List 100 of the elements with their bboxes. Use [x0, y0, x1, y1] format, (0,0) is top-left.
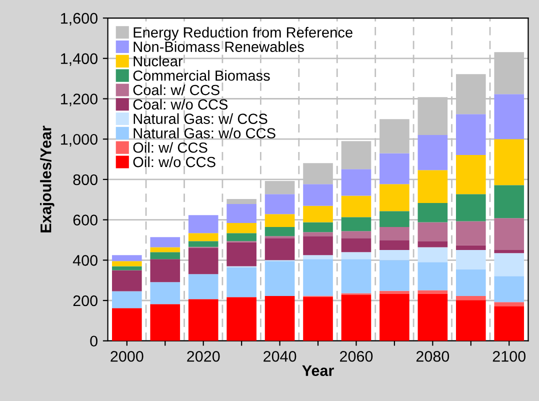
bar — [494, 139, 524, 186]
bar — [418, 135, 448, 170]
legend-label: Non-Biomass Renewables — [134, 41, 304, 52]
legend-label: Natural Gas: w/o CCS — [134, 128, 276, 138]
bar — [380, 227, 410, 240]
y-tick-label: 800 — [73, 174, 98, 186]
bar — [303, 222, 333, 232]
bar — [341, 217, 372, 232]
y-tick-label: 400 — [72, 255, 98, 266]
bar — [380, 250, 410, 260]
bar — [264, 238, 295, 260]
bar — [380, 184, 410, 212]
bar — [418, 170, 448, 204]
bar — [226, 267, 256, 298]
bar — [380, 260, 410, 291]
bar — [456, 155, 486, 194]
legend-label: Energy Reduction from Reference — [134, 26, 352, 40]
y-tick-label: 1,400 — [61, 53, 98, 66]
bar — [303, 255, 333, 260]
bar — [418, 262, 448, 290]
x-tick-label: 2060 — [340, 350, 373, 362]
legend-label: Nuclear — [134, 56, 183, 66]
bar — [341, 231, 372, 238]
legend-label: Coal: w/ CCS — [133, 84, 220, 96]
bar — [150, 247, 180, 252]
bar — [150, 237, 180, 248]
bar — [264, 227, 295, 236]
bar — [456, 221, 486, 246]
bar — [456, 194, 486, 222]
bar — [112, 266, 142, 270]
bar — [418, 222, 448, 242]
bar — [341, 238, 372, 252]
bar — [112, 291, 142, 308]
bar — [418, 203, 448, 222]
bar — [456, 269, 486, 296]
bar — [188, 233, 218, 242]
bar — [188, 248, 218, 274]
bar — [380, 153, 410, 184]
bar — [150, 252, 180, 260]
bar — [341, 169, 372, 196]
bar — [226, 233, 256, 242]
bar — [112, 308, 142, 341]
bar — [226, 204, 256, 224]
bar — [456, 296, 486, 300]
bar — [226, 242, 256, 266]
bar — [494, 306, 524, 341]
bar — [494, 276, 524, 302]
bar — [494, 94, 524, 140]
x-tick-label: 2000 — [110, 350, 144, 362]
bar — [494, 250, 524, 254]
bar — [341, 252, 372, 260]
bar — [303, 184, 333, 206]
bar — [150, 304, 180, 341]
bar — [418, 290, 448, 294]
bar — [303, 296, 333, 341]
bar — [150, 282, 180, 304]
bar — [341, 259, 372, 294]
y-tick-label: 600 — [73, 214, 98, 226]
legend-label: Oil: w/ CCS — [133, 142, 208, 153]
bar — [380, 211, 410, 228]
bar — [418, 241, 448, 248]
bar — [188, 299, 218, 341]
x-tick-label: 2040 — [264, 350, 296, 362]
bar — [303, 232, 333, 236]
bar — [264, 261, 295, 296]
bar — [303, 206, 333, 222]
bar — [112, 261, 142, 266]
bar — [341, 295, 372, 341]
bar — [380, 290, 410, 294]
bar — [188, 274, 218, 300]
legend-label: Coal: w/o CCS — [133, 98, 228, 110]
bar — [456, 245, 486, 250]
bar — [494, 302, 524, 306]
y-tick-label: 200 — [73, 295, 98, 306]
bar — [494, 185, 524, 218]
bar — [112, 270, 142, 292]
bar — [112, 255, 142, 262]
x-tick-label: 2100 — [492, 350, 526, 362]
bar — [380, 294, 410, 341]
x-tick-label: 2020 — [187, 350, 220, 362]
y-tick-label: 1,000 — [61, 134, 98, 147]
bar — [226, 199, 256, 204]
y-axis-title: Exajoules/Year — [40, 126, 54, 232]
bar — [456, 300, 486, 341]
bar — [303, 236, 333, 256]
y-tick-label: 1,600 — [61, 12, 98, 26]
bar — [494, 218, 524, 250]
bar — [456, 114, 486, 156]
bar — [418, 247, 448, 262]
y-tick-label: 0 — [90, 336, 98, 347]
legend-label: Natural Gas: w/ CCS — [134, 113, 268, 124]
x-tick-label: 2080 — [416, 350, 450, 362]
bar — [456, 250, 486, 270]
bar — [264, 296, 295, 341]
bar — [494, 253, 524, 276]
x-axis-title: Year — [302, 365, 334, 376]
legend-label: Oil: w/o CCS — [133, 156, 216, 168]
legend-label: Commercial Biomass — [133, 70, 270, 81]
bar — [226, 297, 256, 341]
bar — [150, 259, 180, 282]
